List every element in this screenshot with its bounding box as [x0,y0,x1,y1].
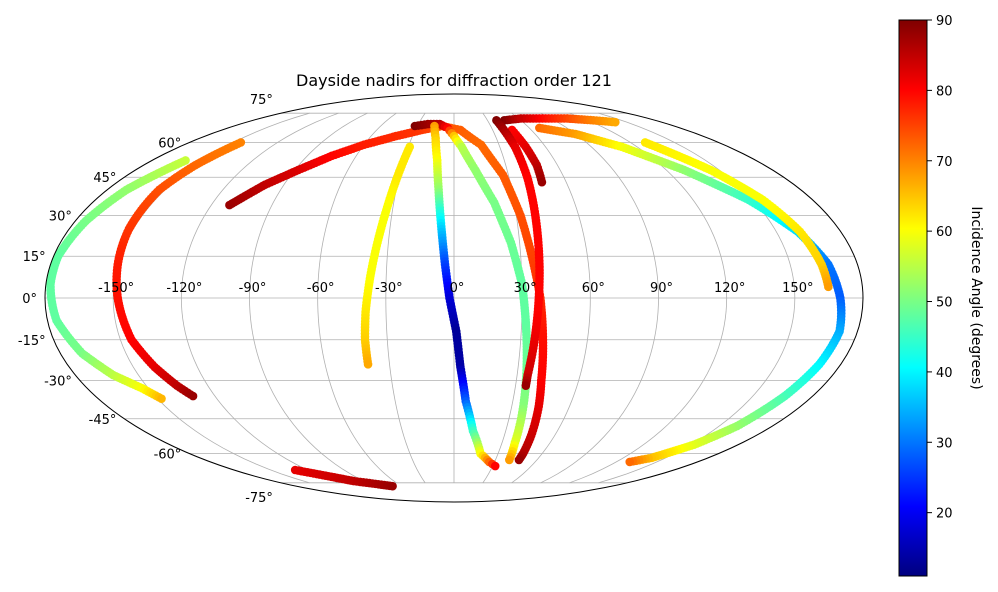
lat-tick-label: 45° [93,171,116,186]
colorbar-gradient [898,19,928,577]
lat-tick-label: 75° [250,93,273,108]
colorbar-tick-label: 90 [936,14,953,29]
data-points [46,114,846,491]
colorbar-tick-label: 80 [936,84,953,99]
meridian-line [511,112,591,484]
lon-tick-label: 120° [714,281,745,296]
lon-tick-label: 90° [650,281,673,296]
lon-tick-label: 30° [514,281,537,296]
meridian-line [540,112,659,484]
lon-tick-label: 150° [782,281,813,296]
data-point [537,177,547,187]
colorbar-ticks: 20 30 40 50 60 70 80 90 [927,14,953,522]
colorbar-tick-label: 60 [936,225,953,240]
lat-tick-label: -15° [18,334,46,349]
colorbar-tick-label: 40 [936,366,953,381]
meridian-line [598,112,796,484]
data-point [521,381,531,390]
lat-tick-label: 60° [158,136,181,151]
data-point [188,391,198,401]
lat-tick-label: -30° [44,374,72,389]
lon-tick-label: 60° [582,281,605,296]
lat-tick-label: -60° [154,448,182,463]
map-boundary [44,93,864,503]
lon-tick-label: -60° [307,281,335,296]
data-point [363,360,373,369]
data-point [611,117,620,127]
data-point [505,455,514,465]
latitude-tick-labels: 75° 60° 45° 30° 15° 0° -15° -30° -45° -60° -75° [18,93,273,506]
chart-title: Dayside nadirs for diffraction order 121 [296,71,612,90]
data-point [157,394,166,403]
meridian-line [317,112,397,484]
data-point [824,282,833,292]
lon-tick-label: -90° [239,281,267,296]
lon-tick-label: -30° [375,281,403,296]
lat-tick-label: 0° [22,292,37,307]
meridian-line [180,112,339,484]
data-point [514,455,524,465]
lon-tick-label: 0° [450,281,465,296]
lat-tick-label: 30° [49,210,72,225]
lon-tick-label: -150° [98,281,134,296]
colorbar-tick-label: 20 [936,507,953,522]
colorbar-tick-label: 70 [936,155,953,170]
longitude-tick-labels: -150° -120° -90° -60° -30° 0° 30° 60° 90° 120° 150… [98,281,813,296]
lat-tick-label: 15° [23,250,46,265]
lat-tick-label: -75° [245,491,273,506]
lon-tick-label: -120° [166,281,202,296]
colorbar-tick-label: 30 [936,436,953,451]
lat-tick-label: -45° [89,413,117,428]
data-point [490,461,500,471]
meridian-line [249,112,368,484]
colorbar-label: Incidence Angle (degrees) [968,206,984,389]
data-point [388,481,397,491]
colorbar-tick-label: 50 [936,296,953,311]
data-point [625,457,635,467]
colorbar: 20 30 40 50 60 70 80 90 Incidence Angle (degree… [898,14,984,577]
